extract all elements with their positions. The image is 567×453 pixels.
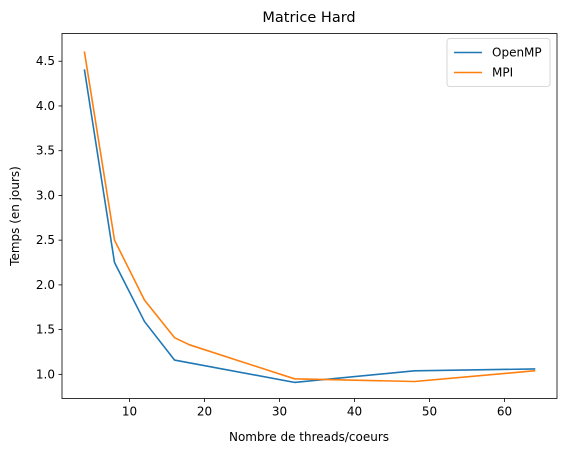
legend: OpenMP MPI	[446, 38, 551, 87]
plot-area	[83, 51, 536, 384]
y-tick-label: 4.5	[36, 54, 55, 68]
x-axis: 10 20 30 40 50 60	[122, 398, 512, 419]
y-tick-label: 2.0	[36, 278, 55, 292]
legend-label-openmp: OpenMP	[492, 46, 542, 60]
x-tick-label: 60	[497, 405, 512, 419]
y-axis: 1.0 1.5 2.0 2.5 3.0 3.5 4.0 4.5	[36, 54, 62, 381]
y-tick-label: 1.5	[36, 323, 55, 337]
y-tick-label: 3.0	[36, 188, 55, 202]
y-tick-label: 2.5	[36, 233, 55, 247]
axes-frame	[61, 33, 558, 399]
x-axis-title: Nombre de threads/coeurs	[229, 430, 389, 444]
y-tick-label: 3.5	[36, 144, 55, 158]
x-tick-label: 30	[272, 405, 287, 419]
y-tick-label: 1.0	[36, 367, 55, 381]
x-tick-label: 50	[422, 405, 437, 419]
legend-box	[446, 38, 551, 87]
y-tick-label: 4.0	[36, 99, 55, 113]
y-axis-title: Temps (en jours)	[8, 166, 22, 267]
x-tick-label: 20	[197, 405, 212, 419]
legend-label-mpi: MPI	[492, 66, 513, 80]
chart-title: Matrice Hard	[262, 10, 355, 26]
series-line-openmp	[83, 69, 536, 384]
x-tick-label: 40	[347, 405, 362, 419]
series-line-mpi	[83, 51, 536, 383]
x-tick-label: 10	[122, 405, 137, 419]
